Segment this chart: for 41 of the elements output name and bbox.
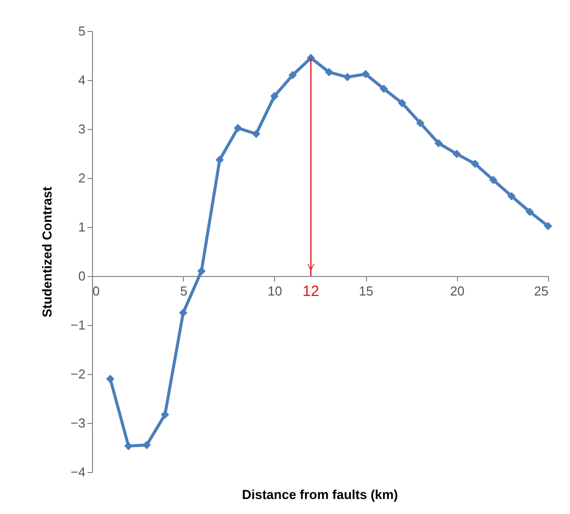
point xyxy=(470,160,480,168)
x-tick-label: 0 xyxy=(92,284,100,298)
point xyxy=(380,84,388,94)
point xyxy=(434,139,443,148)
point xyxy=(179,308,188,317)
x-axis-title: Distance from faults (km) xyxy=(242,487,398,502)
point xyxy=(106,374,114,384)
point xyxy=(252,130,260,138)
point xyxy=(160,410,170,419)
x-tick-label: 10 xyxy=(268,284,282,298)
point xyxy=(270,92,279,100)
point xyxy=(324,68,334,76)
y-tick-label: 1 xyxy=(78,220,86,234)
y-tick-label: −4 xyxy=(70,464,86,480)
y-tick-label: 4 xyxy=(78,72,86,88)
x-tick-label: 15 xyxy=(358,284,374,298)
y-tick-label: −2 xyxy=(70,366,86,382)
point xyxy=(234,124,242,132)
point xyxy=(398,98,406,108)
point xyxy=(142,440,151,450)
x-tick-label: 5 xyxy=(180,284,188,298)
annotation: 12 xyxy=(302,283,320,300)
y-axis-title: Studentized Contrast xyxy=(40,186,55,318)
point xyxy=(288,70,297,80)
point xyxy=(452,150,461,158)
point xyxy=(526,208,534,216)
y-tick-label: 3 xyxy=(78,122,86,136)
x-tick-label: 20 xyxy=(450,284,465,298)
point xyxy=(361,70,370,78)
point xyxy=(507,192,516,200)
y-tick-label: −1 xyxy=(70,318,86,332)
y-tick-label: 2 xyxy=(78,170,86,186)
point xyxy=(544,222,552,230)
point xyxy=(197,266,206,276)
y-tick-label: −3 xyxy=(70,416,86,430)
x-tick-label: 25 xyxy=(534,284,548,298)
y-tick-label: 0 xyxy=(78,268,86,284)
y-tick-label: 5 xyxy=(78,24,86,38)
point xyxy=(215,156,224,164)
point xyxy=(416,118,425,128)
point xyxy=(489,176,498,184)
